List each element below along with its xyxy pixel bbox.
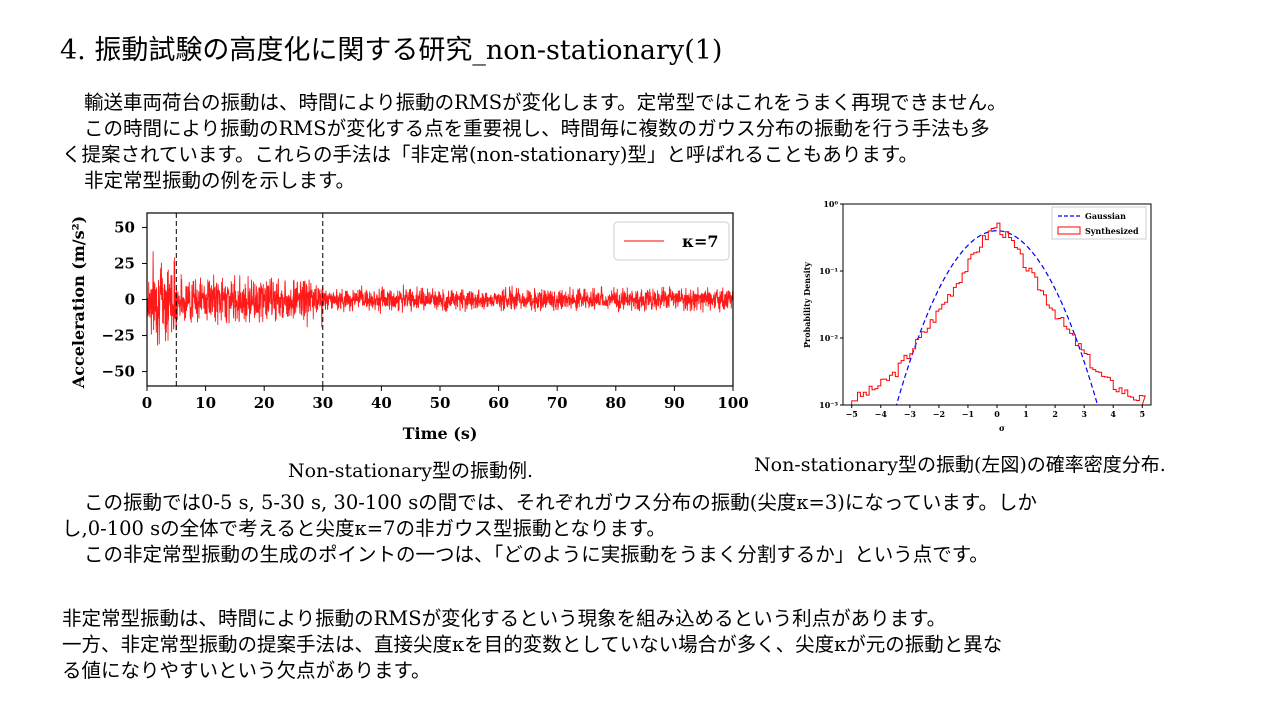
x-tick-label: 20 [254,394,275,412]
pdf-y-tick-label: 10⁻³ [819,400,838,410]
right-figure-caption: Non-stationary型の振動(左図)の確率密度分布. [754,454,1166,476]
y-tick-label: 25 [114,254,135,272]
x-tick-label: 70 [547,394,568,412]
pdf-y-axis-label: Probability Density [802,262,812,348]
intro-line-3: く提案されています。これらの手法は「非定常(non-stationary)型」と… [62,143,918,166]
pdf-legend: Gaussian Synthesized [1051,206,1147,240]
x-tick-label: 10 [195,394,216,412]
explanation-line-2: し,0-100 sの全体で考えると尖度κ=7の非ガウス型振動となります。 [62,517,666,540]
legend-label: κ=7 [682,232,719,251]
y-tick-label: −25 [102,327,135,345]
x-tick-label: 40 [371,394,392,412]
intro-paragraph: 輸送車両荷台の振動は、時間により振動のRMSが変化します。定常型ではこれをうまく… [62,90,1007,194]
legend-synthesized: Synthesized [1085,226,1139,236]
y-axis-label: Acceleration (m/s²) [69,216,88,389]
explanation-line-1: この振動では0-5 s, 5-30 s, 30-100 sの間では、それぞれガウ… [84,491,1037,514]
x-tick-label: 50 [430,394,451,412]
pdf-x-tick-label: 3 [1081,409,1087,419]
legend: κ=7 [613,221,730,261]
pdf-x-tick-label: 5 [1139,409,1145,419]
pdf-x-tick-label: −4 [875,409,888,419]
pdf-y-tick-label: 10⁻¹ [819,266,838,276]
synthesized-histogram [851,222,1146,405]
intro-line-1: 輸送車両荷台の振動は、時間により振動のRMSが変化します。定常型ではこれをうまく… [84,91,1007,114]
legend-gaussian: Gaussian [1085,211,1126,221]
pdf-x-tick-label: −3 [904,409,917,419]
summary-line-1: 非定常型振動は、時間により振動のRMSが変化するという現象を組み込めるという利点… [62,607,947,630]
y-tick-label: 50 [114,218,135,236]
pdf-x-tick-label: 1 [1023,409,1029,419]
explanation-paragraph: この振動では0-5 s, 5-30 s, 30-100 sの間では、それぞれガウ… [62,490,1037,568]
pdf-x-tick-label: 0 [994,409,1000,419]
summary-line-2: 一方、非定常型振動の提案手法は、直接尖度κを目的変数としていない場合が多く、尖度… [62,633,1003,656]
pdf-x-tick-label: −5 [846,409,858,419]
explanation-line-3: この非定常型振動の生成のポイントの一つは、「どのように実振動をうまく分割するか」… [84,543,989,566]
intro-line-4: 非定常型振動の例を示します。 [84,169,356,192]
summary-line-3: る値になりやすいという欠点があります。 [62,659,431,682]
gaussian-curve [895,230,1099,405]
summary-paragraph: 非定常型振動は、時間により振動のRMSが変化するという現象を組み込めるという利点… [62,606,1002,684]
pdf-x-tick-label: 4 [1110,409,1116,419]
pdf-x-tick-label: 2 [1052,409,1058,419]
x-tick-label: 80 [605,394,626,412]
intro-line-2: この時間により振動のRMSが変化する点を重要視し、時間毎に複数のガウス分布の振動… [84,117,990,140]
x-tick-label: 100 [717,394,748,412]
x-axis-label: Time (s) [403,424,478,443]
pdf-y-tick-label: 10⁻² [819,333,838,343]
pdf-x-tick-label: −2 [933,409,945,419]
pdf-x-axis-label: σ [999,423,1005,433]
y-tick-label: 0 [125,291,135,309]
pdf-y-tick-label: 10⁰ [823,199,838,209]
pdf-chart: −5 −4 −3 −2 −1 0 1 2 3 4 5 10⁰ 10⁻¹ 10⁻² 10⁻³ Probabil… [802,199,1152,433]
x-tick-label: 90 [664,394,685,412]
time-history-chart: 0 10 20 30 40 50 60 70 80 90 100 50 25 0 −25 −50 Accele… [69,212,749,443]
slide-title: 4. 振動試験の高度化に関する研究_non-stationary(1) [60,35,723,66]
left-figure-caption: Non-stationary型の振動例. [288,460,534,482]
signal-line [146,251,734,346]
y-tick-label: −50 [102,363,135,381]
x-tick-label: 0 [142,394,152,412]
x-tick-label: 30 [312,394,333,412]
x-tick-label: 60 [488,394,509,412]
pdf-x-tick-label: −1 [962,409,974,419]
